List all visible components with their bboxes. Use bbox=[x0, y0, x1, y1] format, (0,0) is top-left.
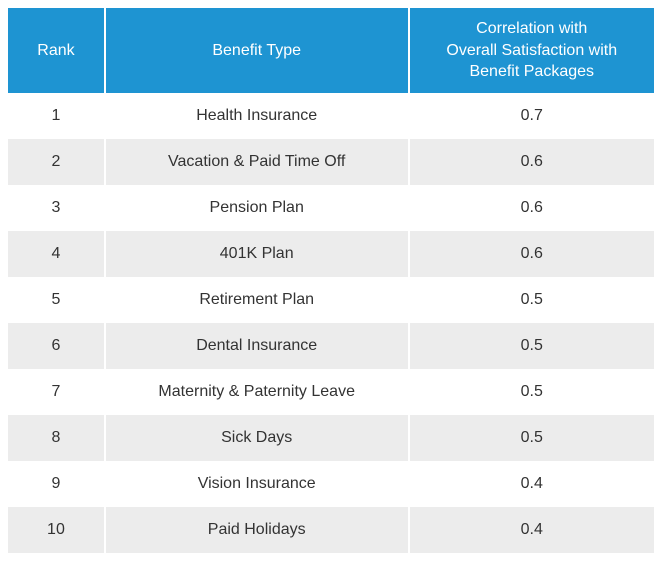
cell-benefit: Dental Insurance bbox=[105, 323, 409, 369]
cell-corr: 0.7 bbox=[409, 93, 655, 139]
cell-corr: 0.4 bbox=[409, 461, 655, 507]
table-row: 4 401K Plan 0.6 bbox=[8, 231, 654, 277]
table-row: 10 Paid Holidays 0.4 bbox=[8, 507, 654, 553]
benefits-table: Rank Benefit Type Correlation withOveral… bbox=[8, 8, 654, 553]
cell-corr: 0.6 bbox=[409, 231, 655, 277]
table-row: 6 Dental Insurance 0.5 bbox=[8, 323, 654, 369]
cell-rank: 2 bbox=[8, 139, 105, 185]
cell-benefit: Vision Insurance bbox=[105, 461, 409, 507]
col-header-correlation: Correlation withOverall Satisfaction wit… bbox=[409, 8, 655, 93]
cell-benefit: Pension Plan bbox=[105, 185, 409, 231]
cell-corr: 0.6 bbox=[409, 185, 655, 231]
table-row: 2 Vacation & Paid Time Off 0.6 bbox=[8, 139, 654, 185]
cell-benefit: Retirement Plan bbox=[105, 277, 409, 323]
cell-benefit: Paid Holidays bbox=[105, 507, 409, 553]
cell-rank: 6 bbox=[8, 323, 105, 369]
table-row: 7 Maternity & Paternity Leave 0.5 bbox=[8, 369, 654, 415]
cell-rank: 8 bbox=[8, 415, 105, 461]
cell-rank: 3 bbox=[8, 185, 105, 231]
table-header: Rank Benefit Type Correlation withOveral… bbox=[8, 8, 654, 93]
cell-corr: 0.5 bbox=[409, 277, 655, 323]
cell-benefit: Sick Days bbox=[105, 415, 409, 461]
cell-benefit: Vacation & Paid Time Off bbox=[105, 139, 409, 185]
cell-corr: 0.4 bbox=[409, 507, 655, 553]
cell-benefit: Health Insurance bbox=[105, 93, 409, 139]
cell-benefit: 401K Plan bbox=[105, 231, 409, 277]
cell-rank: 4 bbox=[8, 231, 105, 277]
cell-corr: 0.5 bbox=[409, 323, 655, 369]
cell-corr: 0.6 bbox=[409, 139, 655, 185]
col-header-rank: Rank bbox=[8, 8, 105, 93]
cell-corr: 0.5 bbox=[409, 369, 655, 415]
table-row: 5 Retirement Plan 0.5 bbox=[8, 277, 654, 323]
cell-benefit: Maternity & Paternity Leave bbox=[105, 369, 409, 415]
table-row: 3 Pension Plan 0.6 bbox=[8, 185, 654, 231]
cell-corr: 0.5 bbox=[409, 415, 655, 461]
col-header-benefit: Benefit Type bbox=[105, 8, 409, 93]
cell-rank: 5 bbox=[8, 277, 105, 323]
cell-rank: 10 bbox=[8, 507, 105, 553]
cell-rank: 9 bbox=[8, 461, 105, 507]
table-row: 9 Vision Insurance 0.4 bbox=[8, 461, 654, 507]
table-row: 8 Sick Days 0.5 bbox=[8, 415, 654, 461]
cell-rank: 1 bbox=[8, 93, 105, 139]
table-body: 1 Health Insurance 0.7 2 Vacation & Paid… bbox=[8, 93, 654, 553]
cell-rank: 7 bbox=[8, 369, 105, 415]
table-row: 1 Health Insurance 0.7 bbox=[8, 93, 654, 139]
